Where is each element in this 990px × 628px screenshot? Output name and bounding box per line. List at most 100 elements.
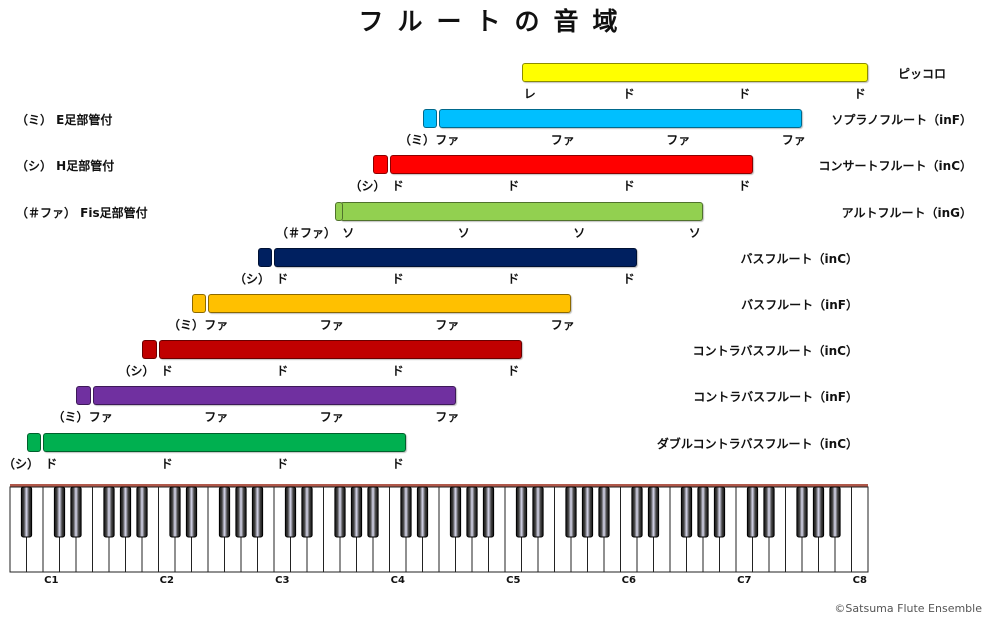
black-key — [565, 486, 577, 538]
instrument-name: バスフルート（inF） — [741, 298, 858, 312]
instrument-name: ソプラノフルート（inF） — [831, 113, 972, 128]
note-label: ファ — [666, 133, 691, 148]
black-key — [697, 486, 709, 538]
extension-bar — [76, 386, 91, 406]
black-key — [169, 486, 181, 538]
note-label: ファ — [781, 133, 806, 148]
instrument-name: コンサートフルート（inC） — [818, 159, 972, 174]
extension-bar — [334, 201, 343, 221]
note-label: ソ — [688, 225, 701, 240]
range-bar — [208, 294, 571, 313]
range-bar — [274, 247, 637, 267]
black-key — [449, 486, 462, 538]
note-label: ド — [276, 364, 289, 379]
white-key — [851, 486, 869, 573]
instrument-name: コントラバスフルート（inF） — [693, 390, 858, 405]
black-key — [680, 486, 693, 538]
extension-note-label: （ミ） — [398, 133, 435, 148]
extension-note-label: （＃ファ） — [275, 225, 336, 240]
octave-label: C2 — [159, 575, 174, 586]
octave-label: C3 — [275, 575, 290, 586]
black-key — [812, 486, 825, 538]
note-label: ド — [45, 456, 58, 471]
note-label: ファ — [88, 410, 113, 425]
note-label: ド — [391, 456, 404, 471]
note-label: ド — [738, 87, 751, 101]
extension-bar — [422, 109, 437, 129]
black-key — [647, 486, 660, 538]
note-label: ソ — [342, 225, 355, 240]
black-key — [103, 486, 115, 538]
copyright: ©Satsuma Flute Ensemble — [834, 602, 982, 615]
black-key — [136, 486, 148, 538]
instrument-name: ピッコロ — [897, 67, 946, 81]
note-label: ド — [507, 271, 520, 286]
range-bar — [92, 386, 456, 406]
octave-label: C5 — [506, 575, 521, 586]
note-label: ファ — [435, 133, 460, 148]
range-bar — [43, 432, 406, 452]
extension-note-label: （シ） — [233, 271, 270, 286]
range-bar — [439, 109, 802, 129]
black-key — [20, 486, 33, 538]
keyboard-top-bar — [10, 484, 868, 487]
black-key — [284, 486, 297, 538]
foot-joint-label: （＃ファ） Fis足部管付 — [16, 205, 148, 220]
octave-label: C8 — [852, 575, 867, 586]
black-key — [763, 486, 775, 538]
extension-bar — [373, 155, 388, 175]
black-key — [235, 486, 247, 538]
note-label: ファ — [550, 318, 575, 332]
black-key — [515, 486, 528, 538]
black-key — [482, 486, 495, 538]
note-label: ド — [276, 456, 289, 471]
extension-bar — [191, 294, 206, 313]
note-label: ファ — [204, 410, 229, 425]
note-label: ファ — [435, 318, 460, 332]
note-label: ド — [853, 87, 866, 101]
range-bar — [158, 340, 522, 360]
note-label: ド — [391, 179, 404, 194]
extension-bar — [142, 340, 157, 360]
black-key — [218, 486, 231, 538]
extension-note-label: （シ） — [2, 456, 39, 471]
black-key — [119, 486, 132, 538]
note-label: ド — [160, 364, 173, 379]
black-key — [53, 486, 66, 538]
black-key — [532, 486, 544, 538]
black-key — [416, 486, 429, 538]
note-label: ド — [391, 364, 404, 379]
instrument-name: ダブルコントラバスフルート（inC） — [656, 436, 858, 451]
extension-note-label: （ミ） — [52, 410, 89, 425]
black-key — [466, 486, 478, 538]
extension-bar — [26, 432, 41, 452]
octave-label: C7 — [737, 575, 752, 586]
note-label: ド — [507, 179, 520, 194]
extension-note-label: （シ） — [118, 364, 155, 379]
note-label: ド — [507, 364, 520, 379]
instrument-name: バスフルート（inC） — [740, 251, 858, 266]
note-label: ファ — [204, 318, 229, 332]
note-label: ド — [160, 456, 173, 471]
instrument-name: コントラバスフルート（inC） — [692, 344, 858, 359]
foot-joint-label: （ミ） E足部管付 — [16, 113, 113, 128]
note-label: ド — [622, 271, 635, 286]
note-label: ド — [738, 179, 751, 194]
chart-title: フルートの音域 — [358, 7, 632, 36]
black-key — [581, 486, 594, 538]
range-bar — [389, 155, 753, 175]
black-key — [598, 486, 610, 538]
octave-label: C4 — [390, 575, 405, 586]
note-label: レ — [523, 87, 536, 101]
note-label: ファ — [435, 410, 460, 425]
note-label: ド — [391, 271, 404, 286]
note-label: ド — [276, 271, 289, 286]
black-key — [746, 486, 759, 538]
black-key — [796, 486, 808, 538]
range-bar — [521, 63, 868, 82]
black-key — [251, 486, 264, 538]
black-key — [185, 486, 198, 538]
foot-joint-label: （シ） H足部管付 — [16, 159, 115, 174]
black-key — [70, 486, 82, 538]
